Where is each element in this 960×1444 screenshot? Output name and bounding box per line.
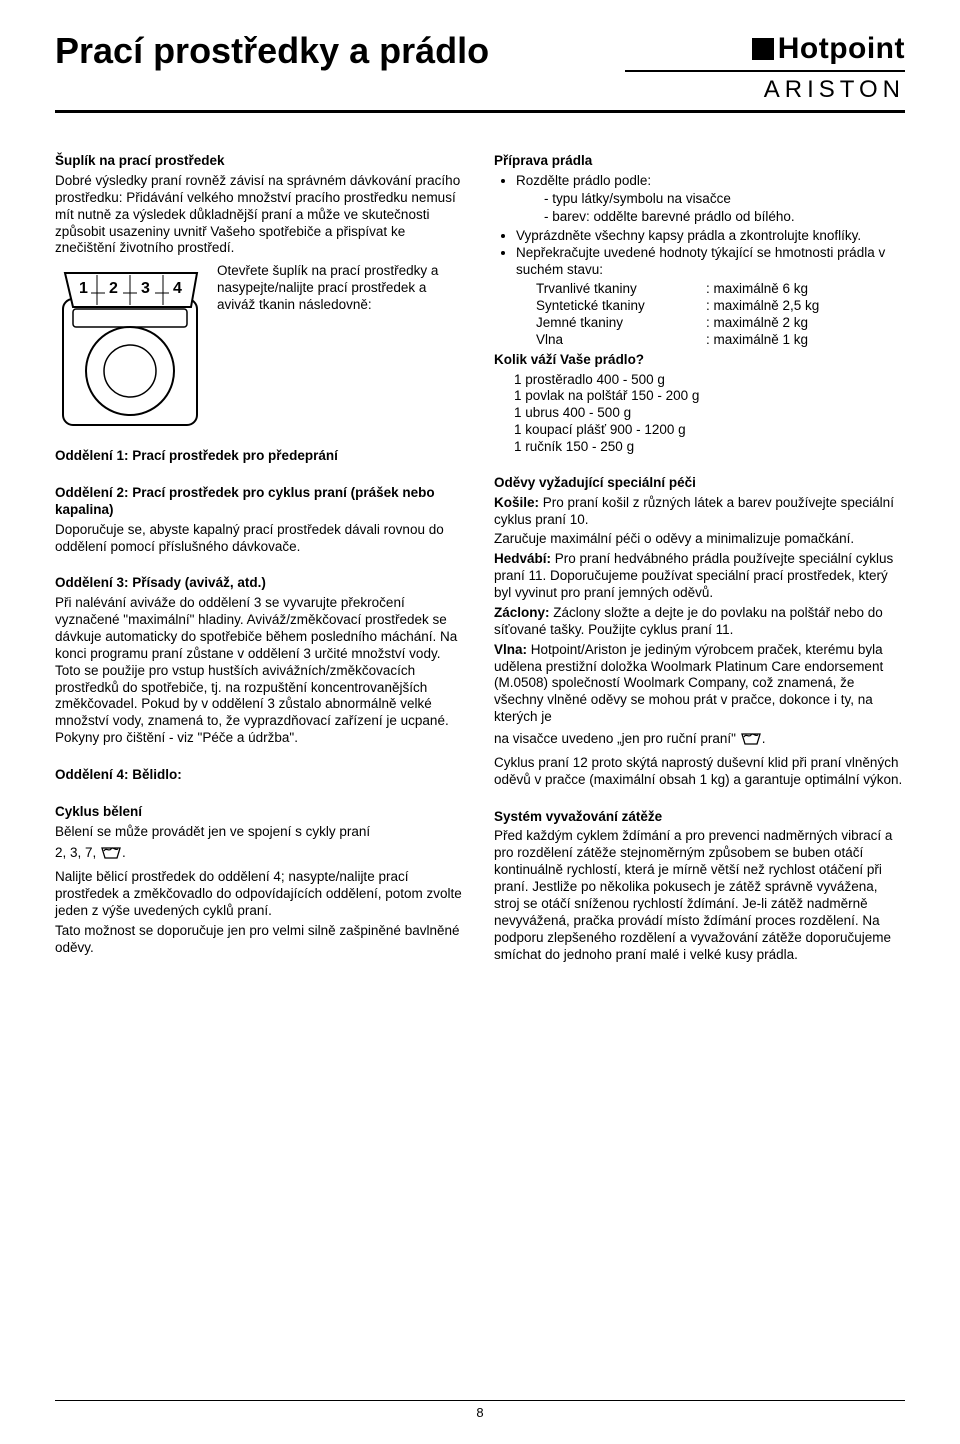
weight-bathrobe: 1 koupací plášť 900 - 1200 g	[514, 422, 905, 439]
bleach-cycles-text: 2, 3, 7,	[55, 845, 100, 860]
section2-heading: Oddělení 2: Prací prostředek pro cyklus …	[55, 485, 466, 519]
weight-sheet: 1 prostěradlo 400 - 500 g	[514, 372, 905, 389]
curtains-paragraph: Záclony: Záclony složte a dejte je do po…	[494, 605, 905, 639]
curtains-text: Záclony složte a dejte je do povlaku na …	[494, 605, 883, 637]
brand-dot-icon	[752, 38, 774, 60]
brand-logo-bottom: ARISTON	[625, 76, 905, 104]
silk-paragraph: Hedvábí: Pro praní hedvábného prádla pou…	[494, 551, 905, 602]
footer-rule	[55, 1400, 905, 1401]
page-number: 8	[0, 1405, 960, 1420]
bleach-period: .	[122, 845, 126, 860]
header-rule	[55, 110, 905, 113]
balance-body: Před každým cyklem ždímání a pro prevenc…	[494, 828, 905, 963]
section1-heading: Oddělení 1: Prací prostředek pro předepr…	[55, 448, 466, 465]
weight-pillow: 1 povlak na polštář 150 - 200 g	[514, 388, 905, 405]
shirts-text: Pro praní košil z různých látek a barev …	[494, 495, 894, 527]
brand-block: Hotpoint ARISTON	[625, 30, 905, 104]
bleach-p3: Tato možnost se doporučuje jen pro velmi…	[55, 923, 466, 957]
prep-sort-sublist: typu látky/symbolu na visačce barev: odd…	[516, 191, 905, 226]
fabric4-val: : maximálně 1 kg	[706, 332, 808, 349]
right-column: Příprava prádla Rozdělte prádlo podle: t…	[494, 153, 905, 966]
handwash-icon	[100, 843, 122, 866]
open-drawer-text: Otevřete šuplík na prací prostředky a na…	[217, 263, 466, 438]
prep-heading: Příprava prádla	[494, 153, 905, 170]
prep-sort-type: typu látky/symbolu na visačce	[544, 191, 905, 208]
fabric2-name: Syntetické tkaniny	[536, 298, 706, 315]
wool-paragraph-b: na visačce uvedeno „jen pro ruční praní"…	[494, 729, 905, 752]
prep-sort-text: Rozdělte prádlo podle:	[516, 173, 651, 188]
section3-body: Při nalévání aviváže do oddělení 3 se vy…	[55, 595, 466, 747]
fabric3-name: Jemné tkaniny	[536, 315, 706, 332]
section4-heading: Oddělení 4: Bělidlo:	[55, 767, 466, 784]
silk-text: Pro praní hedvábného prádla používejte s…	[494, 551, 893, 600]
wool-text-b-pre: na visačce uvedeno „jen pro ruční praní"	[494, 731, 740, 746]
svg-text:2: 2	[109, 280, 118, 297]
shirts-paragraph2: Zaručuje maximální péči o oděvy a minima…	[494, 531, 905, 548]
page-title: Prací prostředky a prádlo	[55, 30, 489, 72]
special-heading: Oděvy vyžadující speciální péči	[494, 475, 905, 492]
weigh-heading: Kolik váží Vaše prádlo?	[494, 352, 905, 369]
bleach-p2: Nalijte bělicí prostředek do oddělení 4;…	[55, 869, 466, 920]
manual-page: Prací prostředky a prádlo Hotpoint ARIST…	[0, 0, 960, 1444]
fabric2-val: : maximálně 2,5 kg	[706, 298, 819, 315]
page-footer: 8	[0, 1400, 960, 1420]
brand-divider	[625, 70, 905, 72]
intro-paragraph: Dobré výsledky praní rovněž závisí na sp…	[55, 173, 466, 257]
prep-pockets-item: Vyprázdněte všechny kapsy prádla a zkont…	[516, 228, 905, 245]
fabric4-name: Vlna	[536, 332, 706, 349]
wool-text-a: Hotpoint/Ariston je jediným výrobcem pra…	[494, 642, 883, 725]
wool-paragraph-c: Cyklus praní 12 proto skýtá naprostý duš…	[494, 755, 905, 789]
header: Prací prostředky a prádlo Hotpoint ARIST…	[55, 30, 905, 104]
fabric1-val: : maximálně 6 kg	[706, 281, 808, 298]
drawer-block: 1 2 3 4 Otevřete šuplík na prací prostře…	[55, 263, 466, 438]
fabric3-val: : maximálně 2 kg	[706, 315, 808, 332]
drawer-svg-icon: 1 2 3 4	[55, 263, 205, 433]
bleach-line1: Bělení se může provádět jen ve spojení s…	[55, 824, 466, 841]
wool-text-b-post: .	[762, 731, 766, 746]
prep-sort-item: Rozdělte prádlo podle: typu látky/symbol…	[516, 173, 905, 226]
svg-text:4: 4	[173, 280, 182, 297]
handwash-icon	[740, 729, 762, 752]
weight-tablecloth: 1 ubrus 400 - 500 g	[514, 405, 905, 422]
wool-paragraph-a: Vlna: Hotpoint/Ariston je jediným výrobc…	[494, 642, 905, 726]
fabric-table: Trvanlivé tkaniny: maximálně 6 kg Syntet…	[536, 281, 905, 349]
fabric1-name: Trvanlivé tkaniny	[536, 281, 706, 298]
content-columns: Šuplík na prací prostředek Dobré výsledk…	[55, 153, 905, 966]
svg-text:3: 3	[141, 280, 150, 297]
balance-heading: Systém vyvažování zátěže	[494, 809, 905, 826]
curtains-label: Záclony:	[494, 605, 550, 620]
brand-top-text: Hotpoint	[778, 32, 905, 65]
shirts-label: Košile:	[494, 495, 539, 510]
section3-heading: Oddělení 3: Přísady (aviváž, atd.)	[55, 575, 466, 592]
shirts-paragraph: Košile: Pro praní košil z různých látek …	[494, 495, 905, 529]
wool-label: Vlna:	[494, 642, 527, 657]
drawer-illustration: 1 2 3 4	[55, 263, 205, 438]
prep-limits-text: Nepřekračujte uvedené hodnoty týkající s…	[516, 245, 885, 277]
brand-logo-top: Hotpoint	[625, 32, 905, 66]
bleach-heading: Cyklus bělení	[55, 804, 466, 821]
silk-label: Hedvábí:	[494, 551, 551, 566]
prep-bullets: Rozdělte prádlo podle: typu látky/symbol…	[494, 173, 905, 349]
left-column: Šuplík na prací prostředek Dobré výsledk…	[55, 153, 466, 966]
prep-limits-item: Nepřekračujte uvedené hodnoty týkající s…	[516, 245, 905, 348]
drawer-heading: Šuplík na prací prostředek	[55, 153, 466, 170]
weight-towel: 1 ručník 150 - 250 g	[514, 439, 905, 456]
svg-text:1: 1	[79, 280, 88, 297]
prep-sort-color: barev: oddělte barevné prádlo od bílého.	[544, 209, 905, 226]
section2-body: Doporučuje se, abyste kapalný prací pros…	[55, 522, 466, 556]
weights-list: 1 prostěradlo 400 - 500 g 1 povlak na po…	[514, 372, 905, 456]
bleach-line2: 2, 3, 7, .	[55, 843, 466, 866]
